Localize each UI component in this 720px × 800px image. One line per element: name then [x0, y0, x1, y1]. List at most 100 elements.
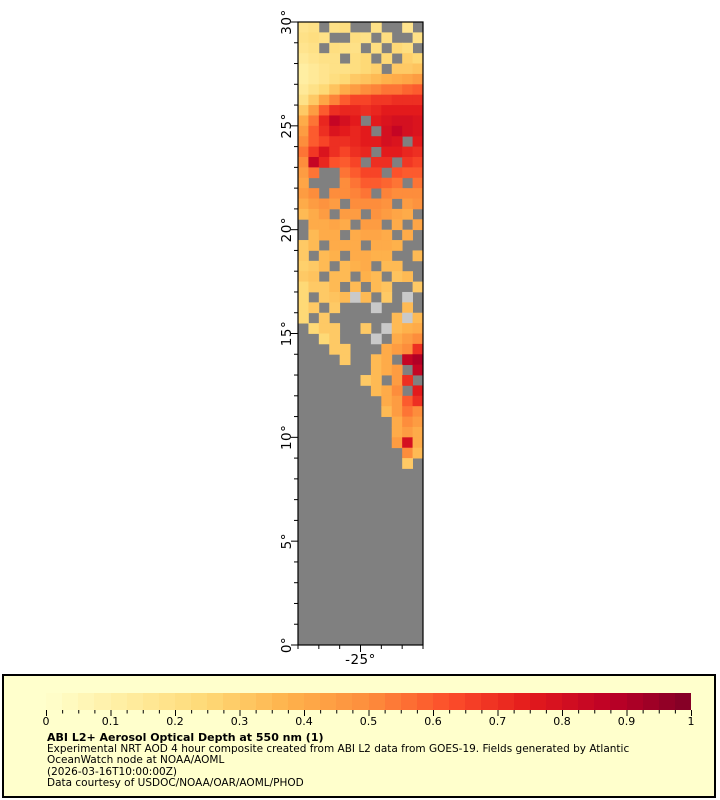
- map-aod-cell: [370, 385, 382, 397]
- map-aod-cell: [298, 167, 309, 179]
- map-aod-cell: [339, 156, 351, 168]
- colorbar-segment: [304, 693, 321, 710]
- map-aod-cell: [391, 177, 403, 189]
- map-aod-cell: [329, 250, 341, 262]
- map-aod-cell: [402, 333, 413, 345]
- map-aod-cell: [391, 343, 403, 355]
- colorbar-segment: [433, 693, 450, 710]
- map-aod-cell: [360, 146, 372, 158]
- map-aod-cell: [370, 136, 382, 147]
- y-axis-tick-label: 10°: [279, 425, 295, 450]
- map-aod-cell: [360, 198, 372, 210]
- map-aod-cell: [381, 32, 393, 44]
- map-aod-cell: [329, 42, 341, 54]
- map-aod-cell: [391, 84, 403, 96]
- map-aod-cell: [370, 84, 382, 96]
- map-aod-cell: [339, 240, 351, 251]
- map-aod-cell: [412, 343, 424, 355]
- colorbar-segment: [658, 693, 675, 710]
- map-aod-cell: [308, 302, 320, 314]
- map-aod-cell: [412, 323, 424, 334]
- map-aod-cell: [402, 447, 413, 459]
- map-aod-cell: [298, 198, 309, 210]
- colorbar-segment: [320, 693, 337, 710]
- map-aod-cell: [350, 188, 361, 199]
- map-aod-cell: [329, 146, 341, 158]
- map-aod-cell: [298, 22, 309, 33]
- map-aod-cell: [370, 105, 382, 116]
- map-aod-cell: [318, 219, 330, 231]
- chart-subtitle-line-1: Experimental NRT AOD 4 hour composite cr…: [47, 743, 630, 755]
- map-aod-cell: [412, 73, 424, 85]
- colorbar-segment: [465, 693, 482, 710]
- map-aod-cell: [298, 125, 309, 137]
- map-aod-cell: [339, 354, 351, 366]
- map-aod-cell: [412, 125, 424, 137]
- map-aod-cell: [402, 53, 413, 64]
- aod-map-plot: 0° 5° 10° 15° 20° 25° 30° -25°: [279, 9, 424, 668]
- map-land-cell: [402, 291, 413, 303]
- map-aod-cell: [412, 312, 424, 324]
- map-aod-cell: [318, 250, 330, 262]
- map-aod-cell: [381, 281, 393, 293]
- map-aod-cell: [412, 94, 424, 106]
- map-aod-cell: [298, 156, 309, 168]
- map-aod-cell: [339, 136, 351, 147]
- map-aod-cell: [350, 250, 361, 262]
- colorbar-segment: [497, 693, 514, 710]
- map-aod-cell: [329, 136, 341, 147]
- map-aod-cell: [381, 84, 393, 96]
- map-aod-cell: [339, 84, 351, 96]
- map-aod-cell: [350, 115, 361, 127]
- map-aod-cell: [402, 22, 413, 33]
- map-aod-cell: [402, 63, 413, 75]
- map-aod-cell: [329, 333, 341, 345]
- map-aod-cell: [412, 250, 424, 262]
- map-aod-cell: [318, 73, 330, 85]
- map-aod-cell: [370, 156, 382, 168]
- map-aod-cell: [391, 406, 403, 417]
- map-aod-cell: [381, 229, 393, 241]
- map-aod-cell: [391, 73, 403, 85]
- map-aod-cell: [360, 260, 372, 272]
- map-aod-cell: [381, 354, 393, 366]
- colorbar-segment: [449, 693, 466, 710]
- map-aod-cell: [298, 188, 309, 199]
- map-aod-cell: [402, 73, 413, 85]
- map-aod-cell: [360, 94, 372, 106]
- map-aod-cell: [381, 125, 393, 137]
- map-aod-cell: [298, 312, 309, 324]
- map-aod-cell: [329, 156, 341, 168]
- chart-title: ABI L2+ Aerosol Optical Depth at 550 nm …: [47, 731, 324, 744]
- map-aod-cell: [381, 291, 393, 303]
- map-aod-cell: [318, 105, 330, 116]
- map-aod-cell: [350, 177, 361, 189]
- map-aod-cell: [412, 84, 424, 96]
- colorbar-segment: [626, 693, 643, 710]
- map-aod-cell: [381, 73, 393, 85]
- map-aod-cell: [318, 146, 330, 158]
- map-aod-cell: [298, 53, 309, 64]
- colorbar: [46, 693, 691, 710]
- map-aod-cell: [360, 375, 372, 386]
- map-aod-cell: [370, 22, 382, 33]
- map-aod-cell: [308, 84, 320, 96]
- map-aod-cell: [381, 260, 393, 272]
- map-aod-cell: [412, 219, 424, 231]
- map-aod-cell: [298, 63, 309, 75]
- map-aod-cell: [329, 271, 341, 282]
- map-aod-cell: [402, 343, 413, 355]
- map-aod-cell: [339, 291, 351, 303]
- map-aod-cell: [402, 229, 413, 241]
- colorbar-segment: [175, 693, 192, 710]
- colorbar-segment: [336, 693, 353, 710]
- map-aod-cell: [360, 105, 372, 116]
- map-aod-cell: [329, 198, 341, 210]
- map-aod-cell: [339, 260, 351, 272]
- colorbar-segment: [62, 693, 79, 710]
- colorbar-tick-label: 0.1: [101, 715, 120, 728]
- map-aod-cell: [339, 125, 351, 137]
- map-aod-cell: [329, 302, 341, 314]
- colorbar-tick-label: 0.2: [166, 715, 184, 728]
- map-aod-cell: [412, 177, 424, 189]
